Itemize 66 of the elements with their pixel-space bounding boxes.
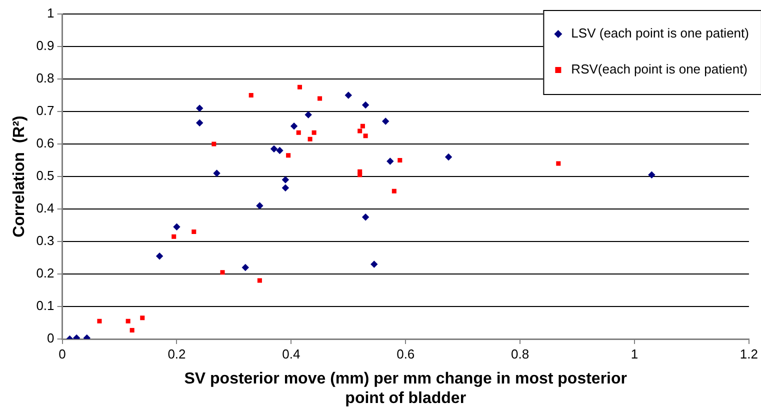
y-tick-label: 0.7 [36, 103, 54, 118]
point [297, 84, 302, 90]
y-tick-label: 0.1 [36, 298, 54, 314]
point [213, 170, 220, 177]
point [304, 111, 312, 118]
y-tick-label: 0.4 [36, 200, 54, 216]
point [256, 202, 264, 210]
y-tick-label: 0.6 [36, 136, 54, 151]
x-tick-label: 0.4 [282, 346, 300, 362]
point [130, 328, 134, 332]
y-tick-label: 0.8 [36, 70, 54, 86]
point [173, 223, 180, 230]
point [242, 264, 249, 272]
legend-label: LSV (each point is one patient) [571, 26, 749, 41]
point [196, 104, 204, 112]
point [386, 158, 394, 165]
x-tick-label: 1 [630, 346, 638, 362]
point [140, 316, 145, 320]
point [220, 270, 225, 275]
point [398, 158, 402, 163]
point [444, 153, 452, 161]
point [382, 118, 390, 125]
point [370, 260, 378, 268]
point [126, 318, 130, 324]
point [360, 124, 365, 128]
x-axis-title: SV posterior move (mm) per mm change in most posterior point of bladder [184, 370, 627, 407]
y-tick-label: 0.2 [36, 266, 54, 281]
x-tick-label: 0.2 [168, 346, 186, 362]
x-tick-label: 1.2 [740, 346, 758, 362]
x-tick-label: 0.6 [396, 346, 415, 362]
point [286, 153, 291, 158]
y-tick-label: 0.5 [36, 168, 54, 184]
point [362, 214, 370, 221]
legend-label: RSV(each point is one patient) [571, 62, 748, 77]
point [363, 134, 368, 138]
point [156, 252, 164, 260]
point [318, 96, 322, 101]
point [172, 234, 176, 239]
point [362, 101, 370, 109]
point [212, 142, 216, 146]
point [312, 130, 316, 135]
point [282, 176, 290, 184]
point [192, 229, 196, 234]
point [196, 119, 204, 126]
point [358, 172, 362, 178]
point [648, 171, 656, 178]
point [308, 136, 312, 142]
y-tick-label: 1 [47, 6, 54, 21]
point [257, 278, 262, 283]
point [276, 146, 284, 154]
y-tick-label: 0.9 [36, 38, 54, 54]
point [556, 161, 561, 166]
point [282, 184, 290, 192]
point [270, 145, 278, 152]
point [290, 122, 298, 130]
y-tick-label: 0.3 [36, 233, 54, 248]
point [358, 128, 362, 134]
point [344, 92, 352, 99]
x-tick-label: 0.8 [511, 346, 530, 362]
y-tick-label: 0 [47, 330, 54, 346]
point [97, 318, 102, 324]
point [296, 130, 301, 135]
x-tick-label: 0 [58, 346, 66, 362]
point [392, 188, 396, 194]
y-axis-title: Correlation (R²) [11, 116, 28, 238]
point [248, 92, 254, 98]
